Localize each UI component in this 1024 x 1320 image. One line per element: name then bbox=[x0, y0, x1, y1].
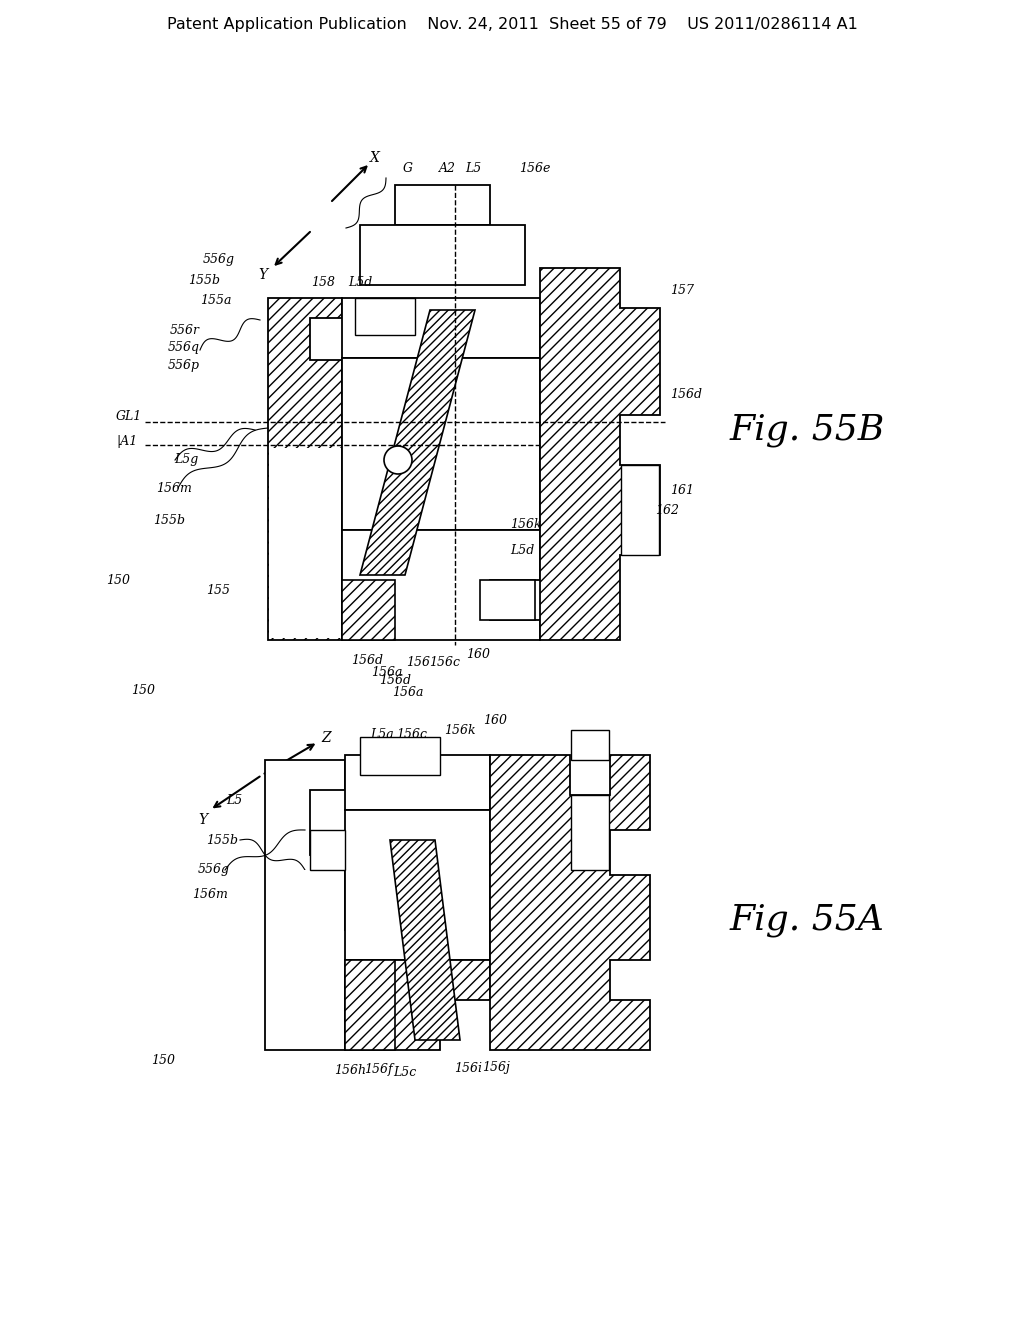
Text: Fig. 55A: Fig. 55A bbox=[730, 903, 885, 937]
Text: 155: 155 bbox=[206, 583, 230, 597]
Bar bbox=[269, 447, 341, 638]
Text: 556g: 556g bbox=[198, 863, 230, 876]
Bar bbox=[621, 465, 659, 554]
Text: 156m: 156m bbox=[156, 482, 193, 495]
Text: 155b: 155b bbox=[206, 833, 238, 846]
Text: 156c: 156c bbox=[396, 729, 427, 742]
Text: 156h: 156h bbox=[334, 1064, 366, 1077]
Text: 156: 156 bbox=[406, 656, 430, 668]
Polygon shape bbox=[345, 960, 490, 1049]
Text: 156j: 156j bbox=[482, 1061, 510, 1074]
Text: 155b: 155b bbox=[188, 273, 220, 286]
Bar bbox=[345, 960, 395, 1049]
Text: 155a: 155a bbox=[201, 293, 232, 306]
Text: 556r: 556r bbox=[170, 323, 200, 337]
Bar bbox=[571, 730, 609, 760]
Text: Y: Y bbox=[199, 813, 208, 828]
Bar bbox=[345, 755, 490, 810]
Text: 156m: 156m bbox=[193, 888, 228, 902]
Text: L5g: L5g bbox=[174, 454, 198, 466]
Text: 157: 157 bbox=[670, 284, 694, 297]
Text: 556g: 556g bbox=[203, 253, 234, 267]
Bar bbox=[360, 737, 440, 775]
Text: 156f: 156f bbox=[364, 1064, 392, 1077]
Text: L5c: L5c bbox=[393, 1065, 417, 1078]
Text: A2: A2 bbox=[438, 161, 456, 174]
Bar bbox=[342, 579, 395, 640]
Text: 156d: 156d bbox=[379, 673, 411, 686]
Text: 156k: 156k bbox=[444, 723, 476, 737]
Polygon shape bbox=[540, 268, 660, 640]
Text: 156a: 156a bbox=[392, 685, 424, 698]
Text: 150: 150 bbox=[151, 1053, 175, 1067]
Text: 150: 150 bbox=[106, 573, 130, 586]
Text: 158: 158 bbox=[311, 276, 335, 289]
Text: 156k: 156k bbox=[510, 519, 542, 532]
Text: 160: 160 bbox=[466, 648, 490, 661]
Text: Patent Application Publication    Nov. 24, 2011  Sheet 55 of 79    US 2011/02861: Patent Application Publication Nov. 24, … bbox=[167, 17, 857, 33]
Text: 556p: 556p bbox=[168, 359, 200, 372]
Bar bbox=[310, 830, 345, 870]
Text: 156i: 156i bbox=[454, 1061, 482, 1074]
Text: 156d: 156d bbox=[351, 653, 383, 667]
Text: 156e: 156e bbox=[519, 161, 551, 174]
Text: 556q: 556q bbox=[168, 342, 200, 355]
Polygon shape bbox=[268, 298, 342, 640]
Text: Fig. 55B: Fig. 55B bbox=[730, 413, 886, 447]
Text: 150: 150 bbox=[131, 684, 155, 697]
Text: L5d: L5d bbox=[510, 544, 535, 557]
Bar bbox=[355, 298, 415, 335]
Text: 155b: 155b bbox=[153, 513, 185, 527]
Polygon shape bbox=[265, 760, 345, 1049]
Text: Z: Z bbox=[322, 731, 331, 744]
Bar bbox=[480, 579, 535, 620]
Polygon shape bbox=[490, 755, 650, 1049]
Bar bbox=[395, 185, 490, 224]
Text: 161: 161 bbox=[670, 483, 694, 496]
Bar bbox=[571, 795, 609, 870]
Polygon shape bbox=[360, 310, 475, 576]
Text: L5: L5 bbox=[465, 161, 481, 174]
Text: GL1: GL1 bbox=[116, 409, 142, 422]
Text: G: G bbox=[403, 161, 413, 174]
Bar bbox=[342, 298, 540, 358]
Text: 156a: 156a bbox=[372, 665, 402, 678]
Text: L5a: L5a bbox=[370, 729, 394, 742]
Text: Y: Y bbox=[258, 268, 267, 282]
Text: 156d: 156d bbox=[670, 388, 702, 401]
Polygon shape bbox=[342, 531, 540, 640]
Text: L5: L5 bbox=[225, 793, 242, 807]
Text: |A1: |A1 bbox=[117, 434, 138, 447]
Text: 156c: 156c bbox=[429, 656, 461, 668]
Text: 160: 160 bbox=[483, 714, 507, 726]
Circle shape bbox=[384, 446, 412, 474]
Bar bbox=[360, 224, 525, 285]
Text: X: X bbox=[370, 150, 380, 165]
Text: L5d: L5d bbox=[348, 276, 372, 289]
Text: 162: 162 bbox=[655, 503, 679, 516]
Bar bbox=[345, 810, 490, 960]
Bar bbox=[266, 870, 344, 1048]
Polygon shape bbox=[390, 840, 460, 1040]
Bar bbox=[342, 358, 540, 531]
